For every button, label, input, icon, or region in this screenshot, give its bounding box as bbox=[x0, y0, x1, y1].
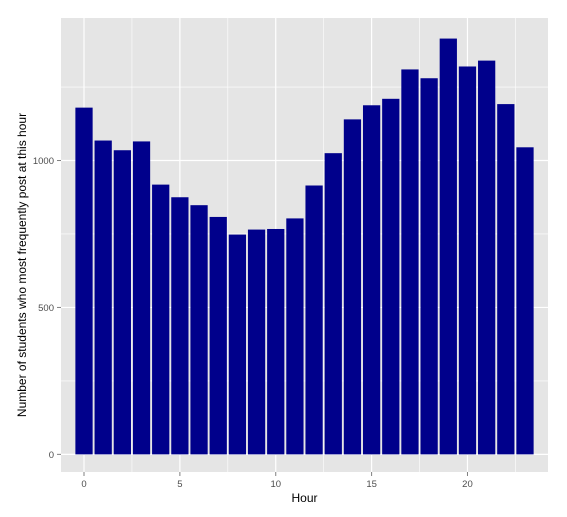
bar-hour-16 bbox=[382, 98, 400, 455]
bar-hour-18 bbox=[420, 78, 438, 455]
bar-hour-20 bbox=[458, 66, 477, 455]
bar-hour-15 bbox=[362, 105, 381, 455]
bar-hour-19 bbox=[439, 38, 457, 455]
bar-hour-12 bbox=[305, 185, 323, 455]
y-tick-label: 500 bbox=[38, 303, 54, 314]
bar-hour-3 bbox=[132, 141, 151, 455]
bar-hour-2 bbox=[113, 150, 131, 455]
x-axis-ticks: 0 5 10 15 20 bbox=[81, 472, 473, 490]
bar-hour-22 bbox=[497, 104, 515, 455]
bar-hour-14 bbox=[343, 119, 362, 455]
bar-hour-8 bbox=[228, 234, 247, 455]
bar-hour-10 bbox=[267, 228, 285, 455]
bar-hour-23 bbox=[516, 147, 534, 455]
y-axis-title: Number of students who most frequently p… bbox=[15, 113, 29, 417]
bar-hour-6 bbox=[190, 205, 208, 455]
x-tick-label: 5 bbox=[177, 479, 182, 490]
x-tick-label: 20 bbox=[462, 479, 473, 490]
bar-hour-4 bbox=[152, 184, 170, 455]
bar-hour-21 bbox=[478, 60, 496, 455]
bar-hour-1 bbox=[94, 140, 112, 455]
bars bbox=[75, 38, 534, 455]
x-tick-label: 10 bbox=[270, 479, 281, 490]
bar-hour-17 bbox=[401, 69, 419, 455]
x-axis-title: Hour bbox=[291, 491, 317, 505]
bar-hour-13 bbox=[324, 153, 342, 455]
x-tick-label: 15 bbox=[366, 479, 377, 490]
bar-hour-7 bbox=[209, 216, 227, 455]
y-axis-ticks: 0 500 1000 bbox=[33, 156, 61, 461]
bar-hour-9 bbox=[247, 229, 266, 455]
y-tick-label: 1000 bbox=[33, 156, 54, 167]
bar-hour-5 bbox=[171, 197, 189, 455]
bar-hour-11 bbox=[286, 218, 304, 455]
x-tick-label: 0 bbox=[81, 479, 86, 490]
bar-hour-0 bbox=[75, 107, 93, 455]
y-tick-label: 0 bbox=[49, 450, 54, 461]
